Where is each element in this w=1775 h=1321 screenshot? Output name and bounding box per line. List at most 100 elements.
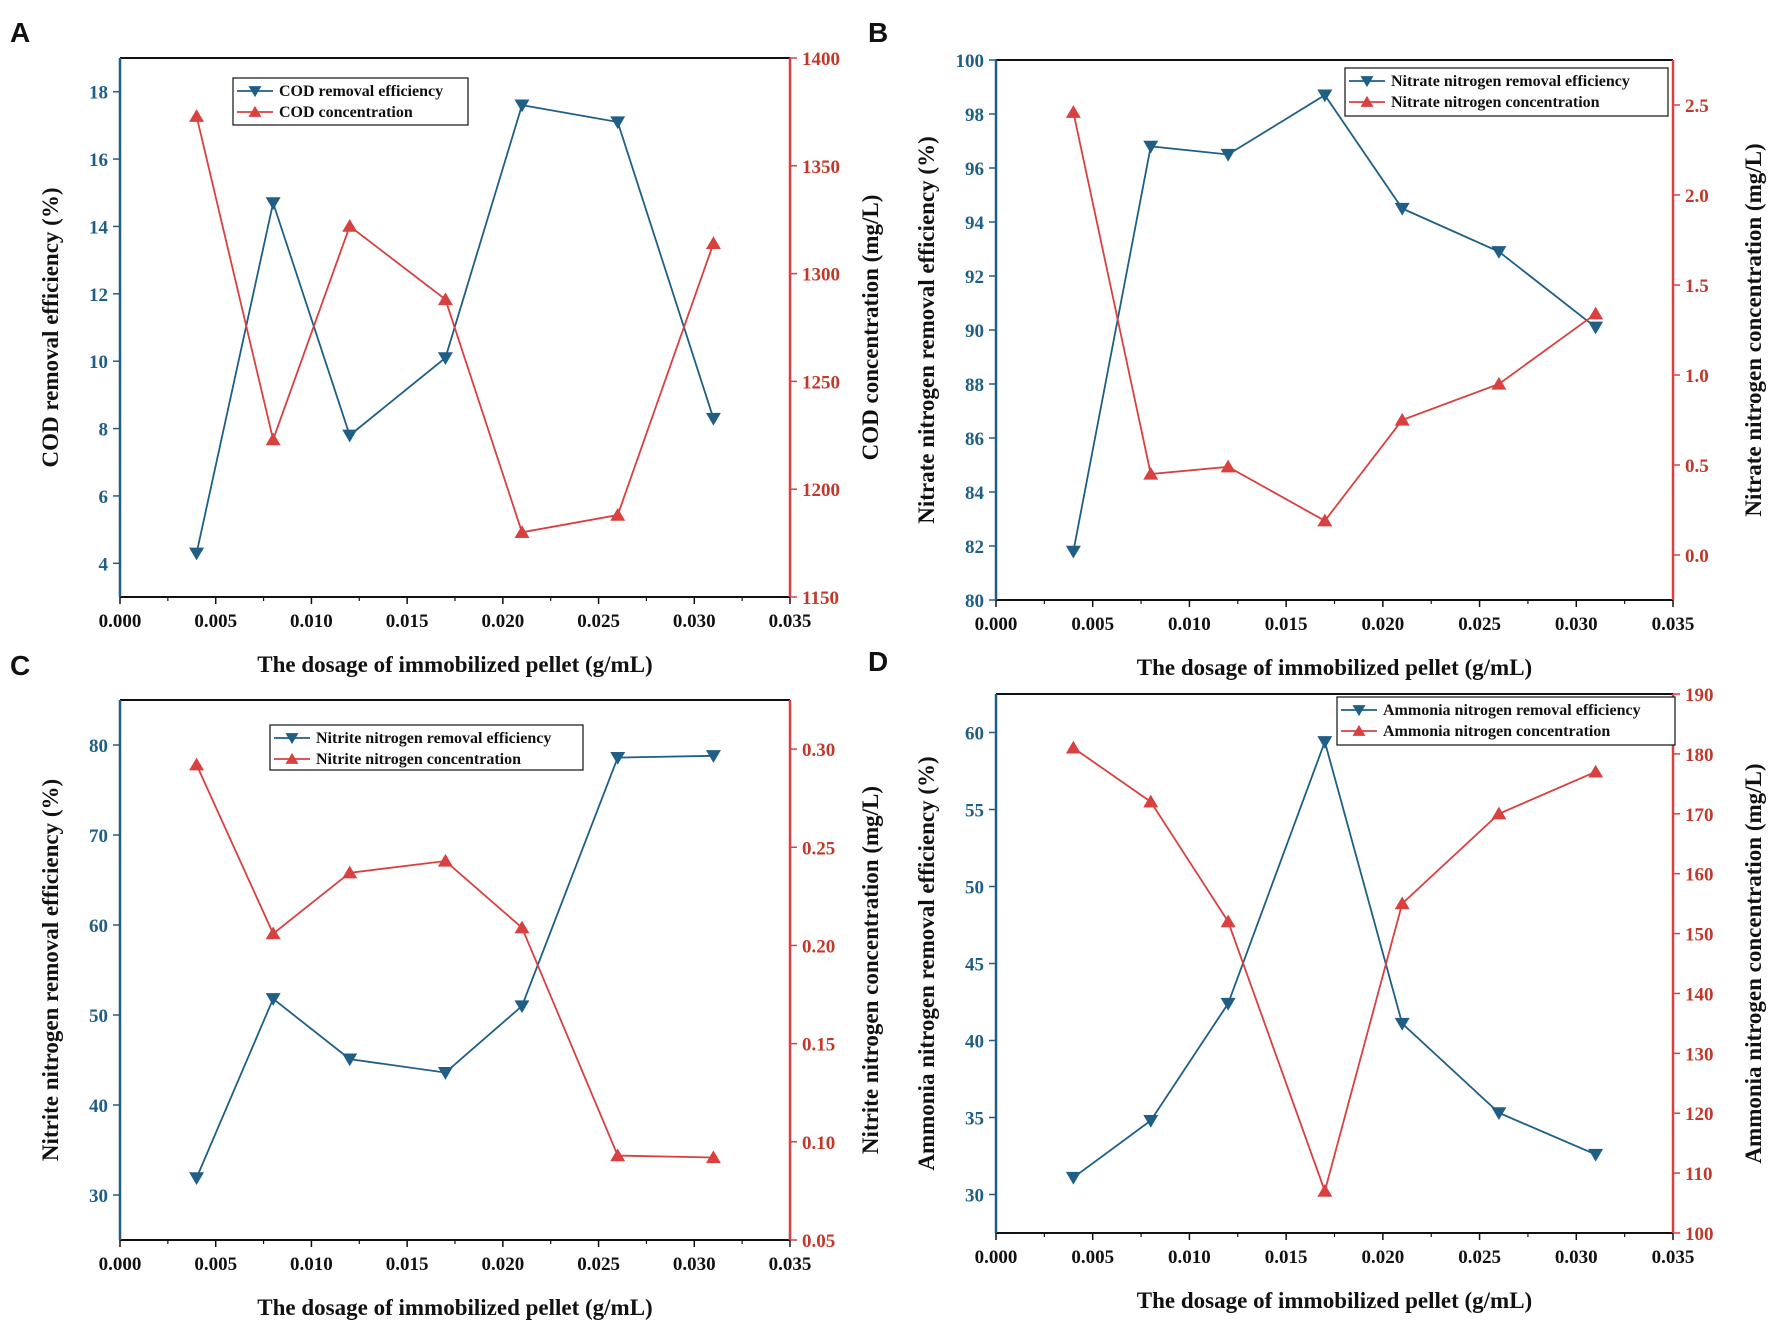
x-tick-label: 0.020 <box>1361 614 1404 635</box>
legend-marker <box>1352 724 1366 736</box>
left-y-axis-title: Nitrate nitrogen removal efficiency (%) <box>914 136 939 523</box>
data-point <box>342 865 358 879</box>
x-tick-label: 0.035 <box>1652 1247 1695 1268</box>
right-y-tick-label: 0.0 <box>1685 546 1709 567</box>
x-axis-title: The dosage of immobilized pellet (g/mL) <box>1137 655 1532 680</box>
left-y-axis-title: COD removal efficiency (%) <box>38 188 63 468</box>
left-y-tick-label: 4 <box>99 554 109 575</box>
data-point <box>514 99 530 113</box>
right-y-axis-title: COD concentration (mg/L) <box>858 195 883 461</box>
right-y-tick-label: 140 <box>1685 984 1714 1005</box>
legend-label: Nitrite nitrogen concentration <box>316 751 521 768</box>
concentration-series <box>1065 740 1604 1197</box>
legend-label: Ammonia nitrogen removal efficiency <box>1383 702 1641 719</box>
x-tick-label: 0.010 <box>1168 614 1211 635</box>
x-tick-label: 0.035 <box>1652 614 1695 635</box>
legend-marker <box>1360 76 1374 88</box>
data-point <box>1143 140 1159 154</box>
x-tick-label: 0.000 <box>99 611 142 632</box>
data-point <box>342 1053 358 1067</box>
data-point <box>1317 736 1333 749</box>
left-y-axis-title: Nitrite nitrogen removal efficiency (%) <box>38 779 63 1161</box>
left-y-tick-label: 88 <box>965 375 984 396</box>
right-y-tick-label: 160 <box>1685 865 1714 886</box>
left-y-tick-label: 96 <box>965 159 984 180</box>
x-tick-label: 0.015 <box>1265 1247 1308 1268</box>
left-y-tick-label: 92 <box>965 267 984 288</box>
right-y-tick-label: 1400 <box>802 49 840 70</box>
right-y-tick-label: 170 <box>1685 805 1714 826</box>
x-tick-label: 0.025 <box>1458 614 1501 635</box>
x-tick-label: 0.000 <box>975 614 1018 635</box>
legend: COD removal efficiency COD concentration <box>232 77 469 126</box>
data-point <box>705 750 721 763</box>
x-tick-label: 0.005 <box>194 1254 237 1275</box>
data-point <box>1065 105 1081 118</box>
right-y-tick-label: 110 <box>1685 1164 1712 1185</box>
data-point <box>342 219 358 232</box>
legend-label: COD concentration <box>279 104 413 121</box>
data-point <box>1394 412 1410 426</box>
data-point <box>265 926 281 940</box>
data-point <box>1220 914 1236 928</box>
x-axis-title: The dosage of immobilized pellet (g/mL) <box>1137 1288 1532 1313</box>
series-line <box>1072 112 1597 522</box>
panel-letter: B <box>868 17 888 48</box>
legend-marker <box>285 733 299 745</box>
x-tick-label: 0.015 <box>1265 614 1308 635</box>
right-y-tick-label: 0.05 <box>802 1231 835 1252</box>
data-point <box>1317 1183 1333 1197</box>
data-point <box>705 412 721 426</box>
data-point <box>1394 202 1410 216</box>
data-point <box>1491 1107 1507 1121</box>
left-y-tick-label: 100 <box>956 51 985 72</box>
left-y-tick-label: 8 <box>99 420 109 441</box>
data-point <box>1065 545 1081 559</box>
panel-a: A 0.000 0.005 0.010 0.015 0.020 0.025 0.030 0.03… <box>10 17 883 677</box>
data-point <box>1317 513 1333 527</box>
left-y-tick-label: 80 <box>89 736 108 757</box>
left-y-tick-label: 60 <box>965 724 984 745</box>
left-y-tick-label: 70 <box>89 826 108 847</box>
right-y-tick-label: 0.30 <box>802 740 835 761</box>
data-point <box>1220 459 1236 473</box>
legend-label: Ammonia nitrogen concentration <box>1383 723 1610 740</box>
right-y-tick-label: 0.20 <box>802 936 835 957</box>
left-y-tick-label: 90 <box>965 321 984 342</box>
right-y-tick-label: 1350 <box>802 157 840 178</box>
data-point <box>514 525 530 538</box>
data-point <box>265 432 281 446</box>
left-y-tick-label: 86 <box>965 429 984 450</box>
panel-letter: A <box>10 17 30 48</box>
x-tick-label: 0.015 <box>386 1254 429 1275</box>
x-tick-label: 0.030 <box>1555 614 1598 635</box>
right-y-axis-title: Ammonia nitrogen concentration (mg/L) <box>1741 763 1766 1163</box>
data-point <box>514 920 530 934</box>
x-tick-label: 0.035 <box>769 611 812 632</box>
legend-marker <box>285 752 299 764</box>
left-y-tick-label: 6 <box>99 487 109 508</box>
right-y-tick-label: 1150 <box>802 588 839 609</box>
panel-letter: D <box>868 646 888 677</box>
left-y-tick-label: 14 <box>89 217 109 238</box>
legend-label: Nitrate nitrogen concentration <box>1391 94 1600 111</box>
x-tick-label: 0.030 <box>673 1254 716 1275</box>
x-tick-label: 0.005 <box>1071 614 1114 635</box>
data-point <box>514 1000 530 1014</box>
data-point <box>1143 466 1159 480</box>
x-tick-label: 0.000 <box>975 1247 1018 1268</box>
left-y-tick-label: 50 <box>965 878 984 899</box>
right-y-tick-label: 0.5 <box>1685 456 1709 477</box>
legend-label: Nitrite nitrogen removal efficiency <box>316 730 551 747</box>
legend-marker <box>1360 95 1374 107</box>
data-point <box>1220 997 1236 1011</box>
left-y-tick-label: 18 <box>89 83 108 104</box>
x-tick-label: 0.025 <box>577 1254 620 1275</box>
concentration-series <box>189 109 721 538</box>
right-y-tick-label: 150 <box>1685 925 1714 946</box>
x-tick-label: 0.020 <box>481 611 524 632</box>
left-y-tick-label: 84 <box>965 483 985 504</box>
legend: Ammonia nitrogen removal efficiency Ammon… <box>1336 696 1676 746</box>
left-y-tick-label: 45 <box>965 955 984 976</box>
legend-box <box>1336 696 1676 746</box>
